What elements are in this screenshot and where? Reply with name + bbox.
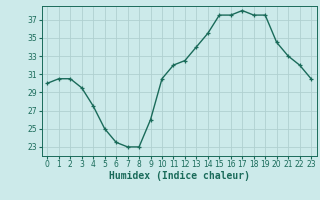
X-axis label: Humidex (Indice chaleur): Humidex (Indice chaleur) (109, 171, 250, 181)
